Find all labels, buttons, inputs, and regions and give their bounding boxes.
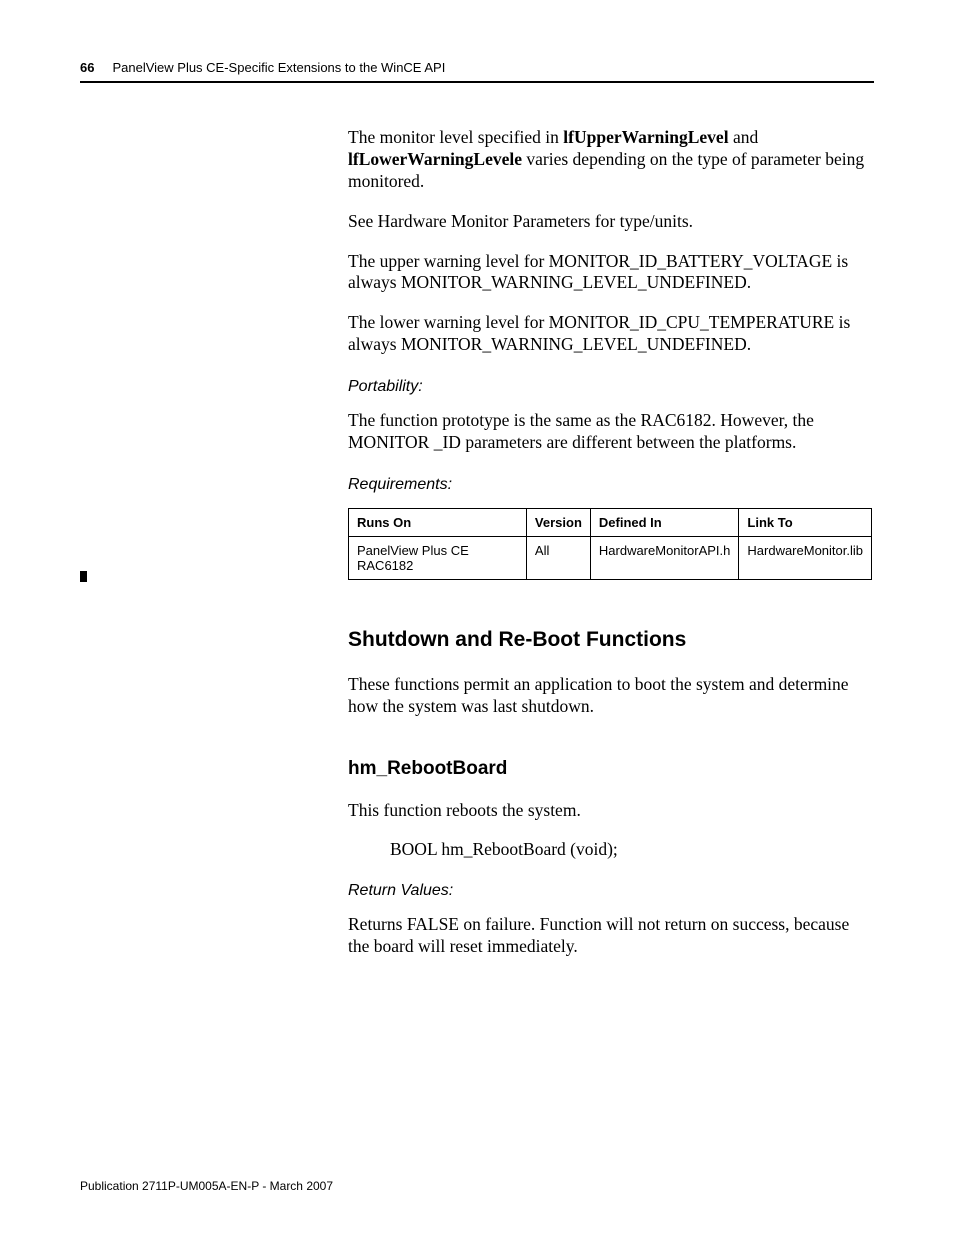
table-header-row: Runs On Version Defined In Link To: [349, 508, 872, 536]
page-number: 66: [80, 60, 94, 75]
text-run: and: [729, 127, 759, 147]
table-cell: All: [526, 536, 590, 579]
paragraph: Returns FALSE on failure. Function will …: [348, 914, 872, 958]
paragraph: The lower warning level for MONITOR_ID_C…: [348, 312, 872, 356]
text-run: The monitor level specified in: [348, 127, 563, 147]
table-header-cell: Runs On: [349, 508, 527, 536]
content-column: The monitor level specified in lfUpperWa…: [348, 127, 872, 958]
table-cell: PanelView Plus CE RAC6182: [349, 536, 527, 579]
code-line: BOOL hm_RebootBoard (void);: [390, 839, 872, 860]
subheading-requirements: Requirements:: [348, 476, 872, 494]
heading-shutdown: Shutdown and Re-Boot Functions: [348, 628, 872, 652]
change-bar-icon: [80, 571, 87, 582]
subheading-return-values: Return Values:: [348, 882, 872, 900]
table-header-cell: Link To: [739, 508, 872, 536]
header-title: PanelView Plus CE-Specific Extensions to…: [112, 60, 445, 75]
paragraph: This function reboots the system.: [348, 800, 872, 822]
table-cell: HardwareMonitorAPI.h: [590, 536, 739, 579]
table-cell: HardwareMonitor.lib: [739, 536, 872, 579]
table-header-cell: Version: [526, 508, 590, 536]
requirements-table: Runs On Version Defined In Link To Panel…: [348, 508, 872, 580]
text-bold: lfLowerWarningLevele: [348, 149, 522, 169]
subheading-portability: Portability:: [348, 378, 872, 396]
paragraph: See Hardware Monitor Parameters for type…: [348, 211, 872, 233]
footer-publication: Publication 2711P-UM005A-EN-P - March 20…: [80, 1179, 333, 1193]
page: 66 PanelView Plus CE-Specific Extensions…: [0, 0, 954, 1235]
text-bold: lfUpperWarningLevel: [563, 127, 728, 147]
page-header: 66 PanelView Plus CE-Specific Extensions…: [80, 60, 874, 83]
paragraph: The monitor level specified in lfUpperWa…: [348, 127, 872, 193]
paragraph: The function prototype is the same as th…: [348, 410, 872, 454]
table-header-cell: Defined In: [590, 508, 739, 536]
paragraph: These functions permit an application to…: [348, 674, 872, 718]
table-row: PanelView Plus CE RAC6182 All HardwareMo…: [349, 536, 872, 579]
paragraph: The upper warning level for MONITOR_ID_B…: [348, 251, 872, 295]
heading-rebootboard: hm_RebootBoard: [348, 758, 872, 780]
